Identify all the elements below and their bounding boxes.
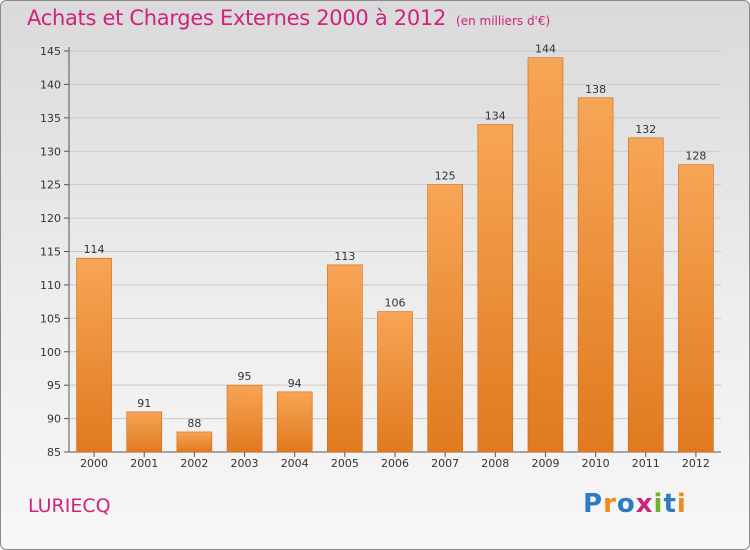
bar [327, 264, 363, 453]
bar-value-label: 91 [137, 397, 151, 410]
bar [226, 384, 263, 453]
y-tick-label: 95 [47, 379, 61, 392]
x-tick-label: 2005 [331, 457, 359, 470]
bar-value-label: 95 [238, 370, 252, 383]
proxiti-logo: Proxiti [583, 489, 687, 519]
bar-value-label: 114 [84, 243, 105, 256]
y-tick-label: 100 [40, 346, 61, 359]
bar-value-label: 106 [385, 297, 406, 310]
x-tick-label: 2009 [531, 457, 559, 470]
bar [678, 164, 714, 453]
x-tick-label: 2007 [431, 457, 459, 470]
place-name: LURIECQ [28, 495, 111, 517]
bar-value-label: 94 [288, 377, 302, 390]
bar-value-label: 128 [685, 150, 706, 163]
x-tick-label: 2010 [582, 457, 610, 470]
bar-value-label: 138 [585, 83, 606, 96]
x-tick-label: 2012 [682, 457, 710, 470]
x-tick-label: 2000 [80, 457, 108, 470]
bar-value-label: 88 [187, 417, 201, 430]
chart-subtitle: (en milliers d'€) [456, 14, 551, 28]
x-tick-label: 2003 [231, 457, 259, 470]
title-row: Achats et Charges Externes 2000 à 2012 (e… [27, 6, 550, 30]
bar [126, 411, 163, 453]
y-tick-label: 120 [40, 212, 61, 225]
logo-letter: P [583, 489, 604, 519]
bar [276, 391, 313, 453]
x-tick-label: 2002 [180, 457, 208, 470]
bar [577, 97, 614, 453]
y-tick-label: 110 [40, 279, 61, 292]
bar [527, 57, 564, 453]
x-tick-label: 2004 [281, 457, 309, 470]
y-tick-label: 145 [40, 45, 61, 58]
chart-title: Achats et Charges Externes 2000 à 2012 [27, 6, 447, 30]
y-tick-label: 85 [47, 446, 61, 459]
y-tick-label: 115 [40, 246, 61, 259]
labels: 85 90 95 100 105 110 115 120 125 130 135 140 145 114 2… [40, 43, 710, 470]
bar-value-label: 125 [435, 170, 456, 183]
bars [76, 57, 714, 453]
bar-value-label: 134 [485, 110, 506, 123]
y-tick-label: 105 [40, 312, 61, 325]
bar-value-label: 113 [334, 250, 355, 263]
bar [76, 257, 112, 453]
y-tick-label: 125 [40, 179, 61, 192]
logo-letter: i [653, 489, 664, 519]
bar [377, 311, 413, 453]
logo-letter: i [676, 489, 687, 519]
logo-letter: r [603, 489, 617, 519]
y-tick-label: 90 [47, 413, 61, 426]
logo-letter: t [663, 489, 677, 519]
bar [477, 124, 514, 453]
bar [176, 431, 213, 453]
x-tick-label: 2001 [130, 457, 158, 470]
bar-value-label: 144 [535, 43, 556, 56]
x-tick-label: 2008 [481, 457, 509, 470]
bar [627, 137, 664, 453]
x-tick-label: 2011 [632, 457, 660, 470]
y-tick-label: 135 [40, 112, 61, 125]
logo-letter: x [635, 489, 654, 519]
bar [427, 184, 463, 453]
x-tick-label: 2006 [381, 457, 409, 470]
logo-letter: o [616, 489, 636, 519]
bar-value-label: 132 [635, 123, 656, 136]
y-tick-label: 140 [40, 78, 61, 91]
y-tick-label: 130 [40, 145, 61, 158]
